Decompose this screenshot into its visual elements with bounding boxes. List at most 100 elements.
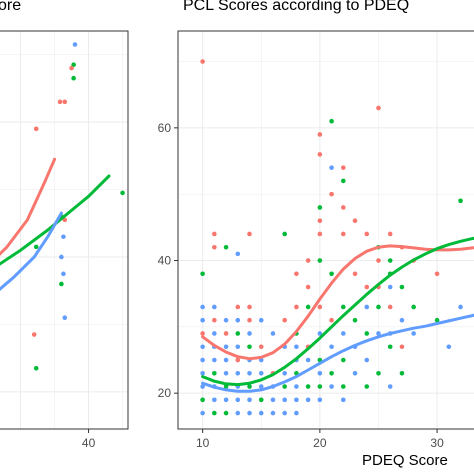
- left-point-blue: [59, 254, 64, 260]
- left-panel-border: [0, 30, 129, 430]
- right-point-red: [223, 331, 229, 336]
- right-point-green: [329, 271, 334, 277]
- right-point-green: [329, 370, 334, 376]
- right-point-blue: [235, 317, 241, 323]
- right-x-tick-label: 30: [430, 436, 444, 450]
- right-point-red: [247, 304, 252, 310]
- right-point-blue: [317, 397, 323, 403]
- right-chart-panel: 10 20 30 20 40 60: [158, 30, 474, 450]
- right-point-green: [247, 384, 252, 389]
- right-point-red: [376, 105, 381, 111]
- left-point-green: [33, 365, 39, 371]
- left-point-green: [59, 281, 64, 287]
- left-point-green: [120, 190, 125, 196]
- right-point-green: [212, 410, 217, 416]
- right-curve-green: [201, 236, 474, 387]
- right-point-green: [258, 397, 264, 403]
- right-point-green: [247, 344, 252, 350]
- right-point-green: [200, 397, 205, 403]
- right-point-blue: [446, 344, 452, 350]
- right-point-blue: [200, 370, 205, 376]
- right-chart-title: PCL Scores according to PDEQ: [183, 0, 410, 14]
- right-point-blue: [376, 331, 381, 336]
- right-point-blue: [364, 304, 370, 310]
- left-points: [31, 42, 125, 371]
- left-chart-panel: 40: [0, 30, 129, 450]
- right-point-blue: [329, 384, 334, 389]
- left-chart-title: ore: [0, 0, 22, 14]
- left-point-green: [33, 244, 39, 250]
- right-point-red: [212, 244, 217, 250]
- right-point-blue: [247, 410, 252, 416]
- right-point-blue: [305, 357, 311, 363]
- right-point-blue: [282, 370, 287, 376]
- right-point-green: [387, 344, 393, 350]
- right-panel-border: [177, 30, 474, 430]
- right-point-blue: [387, 384, 393, 389]
- right-point-blue: [235, 397, 241, 403]
- right-point-green: [341, 178, 346, 184]
- right-point-green: [387, 258, 393, 263]
- right-point-blue: [223, 344, 229, 350]
- right-point-red: [200, 59, 205, 64]
- right-point-blue: [200, 317, 205, 323]
- right-point-red: [364, 284, 370, 290]
- right-point-blue: [317, 331, 323, 336]
- right-point-red: [341, 205, 346, 210]
- left-point-green: [71, 75, 76, 81]
- right-point-blue: [399, 317, 405, 323]
- right-point-blue: [294, 397, 299, 403]
- right-point-red: [434, 271, 440, 277]
- right-point-red: [282, 317, 287, 323]
- right-point-blue: [200, 357, 205, 363]
- right-point-blue: [341, 331, 346, 336]
- left-point-red: [57, 99, 63, 105]
- right-point-blue: [223, 370, 229, 376]
- left-point-blue: [62, 315, 68, 320]
- right-point-blue: [235, 251, 241, 257]
- right-point-green: [212, 370, 217, 376]
- right-x-tick-label: 10: [196, 436, 210, 450]
- right-point-blue: [317, 370, 323, 376]
- right-point-blue: [212, 397, 217, 403]
- right-point-red: [364, 231, 370, 237]
- right-point-blue: [200, 410, 205, 416]
- right-point-blue: [329, 165, 334, 170]
- right-point-blue: [247, 397, 252, 403]
- right-point-green: [329, 118, 334, 124]
- right-point-blue: [270, 397, 276, 403]
- right-point-red: [341, 165, 346, 170]
- left-point-blue: [61, 271, 66, 277]
- right-point-green: [282, 384, 287, 389]
- right-point-red: [317, 152, 323, 157]
- right-point-blue: [282, 410, 287, 416]
- right-point-red: [399, 344, 405, 350]
- right-point-blue: [235, 410, 241, 416]
- left-point-red: [69, 65, 74, 71]
- right-point-blue: [247, 331, 252, 336]
- right-point-blue: [270, 410, 276, 416]
- right-point-blue: [258, 317, 264, 323]
- right-point-blue: [270, 331, 276, 336]
- right-point-blue: [305, 397, 311, 403]
- right-point-green: [282, 231, 287, 237]
- right-point-blue: [258, 384, 264, 389]
- right-point-blue: [212, 357, 217, 363]
- right-point-blue: [364, 357, 370, 363]
- right-x-tick-label: 20: [313, 436, 327, 450]
- right-point-green: [352, 317, 358, 323]
- right-points: [200, 59, 463, 416]
- right-point-red: [212, 317, 217, 323]
- right-point-green: [364, 331, 370, 336]
- right-point-blue: [294, 384, 299, 389]
- right-point-blue: [212, 304, 217, 310]
- right-point-red: [341, 231, 346, 237]
- right-point-red: [247, 317, 252, 323]
- left-curve-red: [0, 157, 57, 256]
- right-point-red: [247, 231, 252, 237]
- right-point-red: [317, 231, 323, 237]
- right-point-blue: [247, 370, 252, 376]
- right-point-blue: [258, 370, 264, 376]
- right-curve-blue: [201, 313, 474, 393]
